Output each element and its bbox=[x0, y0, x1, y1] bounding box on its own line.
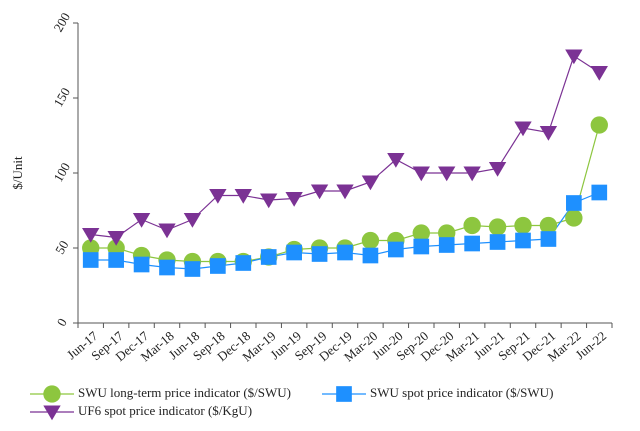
data-point bbox=[310, 184, 329, 200]
axes: 050100150200Jun-17Sep-17Dec-17Mar-18Jun-… bbox=[10, 10, 613, 364]
data-point bbox=[566, 195, 582, 211]
data-point bbox=[184, 261, 201, 277]
data-point bbox=[539, 216, 558, 235]
data-point bbox=[488, 218, 507, 236]
data-point bbox=[387, 152, 405, 168]
legend-marker-1 bbox=[336, 386, 352, 402]
data-point bbox=[311, 246, 328, 262]
data-point bbox=[489, 234, 506, 250]
data-point bbox=[336, 184, 354, 200]
series-line-2 bbox=[90, 55, 600, 239]
data-point bbox=[82, 252, 99, 268]
data-point bbox=[286, 244, 302, 261]
data-point bbox=[590, 65, 608, 81]
data-point bbox=[235, 255, 252, 271]
data-point bbox=[464, 235, 480, 252]
data-point bbox=[514, 216, 532, 235]
data-point bbox=[438, 166, 456, 182]
data-point bbox=[260, 249, 277, 265]
data-point bbox=[539, 125, 558, 141]
data-point bbox=[82, 227, 100, 243]
data-point bbox=[158, 223, 176, 239]
legend-marker-0 bbox=[43, 385, 61, 403]
legend-marker-2 bbox=[43, 405, 61, 421]
data-point bbox=[260, 193, 278, 209]
data-point bbox=[159, 259, 175, 276]
data-point bbox=[590, 116, 608, 134]
data-point bbox=[488, 161, 507, 177]
data-point bbox=[463, 216, 481, 235]
y-tick-label-150: 150 bbox=[50, 85, 73, 109]
data-point bbox=[133, 256, 150, 273]
data-point bbox=[337, 244, 353, 261]
y-tick-label-0: 0 bbox=[54, 316, 70, 329]
y-tick-label-100: 100 bbox=[50, 160, 73, 184]
data-point bbox=[210, 258, 226, 274]
data-point bbox=[515, 232, 531, 249]
data-point bbox=[209, 188, 227, 204]
data-point bbox=[438, 237, 455, 253]
legend-label-0: SWU long-term price indicator ($/SWU) bbox=[78, 385, 291, 400]
data-point bbox=[108, 252, 124, 268]
data-point bbox=[565, 209, 583, 227]
data-point bbox=[591, 184, 608, 201]
series-markers bbox=[82, 49, 608, 277]
data-point bbox=[540, 231, 557, 247]
data-point bbox=[412, 224, 430, 242]
data-point bbox=[132, 212, 151, 228]
legend: SWU long-term price indicator ($/SWU) SWU… bbox=[30, 385, 553, 421]
legend-label-1: SWU spot price indicator ($/SWU) bbox=[370, 385, 553, 400]
data-point bbox=[514, 121, 532, 137]
data-point bbox=[361, 231, 380, 250]
data-point bbox=[107, 230, 125, 246]
data-point bbox=[234, 188, 252, 204]
y-tick-label-200: 200 bbox=[50, 10, 73, 34]
data-point bbox=[463, 166, 481, 182]
data-point bbox=[565, 49, 583, 65]
y-tick-label-50: 50 bbox=[52, 238, 71, 257]
data-point bbox=[388, 241, 404, 258]
y-axis-title: $/Unit bbox=[10, 156, 25, 190]
data-point bbox=[413, 238, 430, 255]
data-point bbox=[362, 247, 379, 264]
data-point bbox=[285, 191, 303, 207]
legend-label-2: UF6 spot price indicator ($/KgU) bbox=[78, 403, 252, 418]
data-point bbox=[183, 212, 202, 228]
data-point bbox=[361, 175, 380, 191]
data-point bbox=[412, 166, 430, 182]
